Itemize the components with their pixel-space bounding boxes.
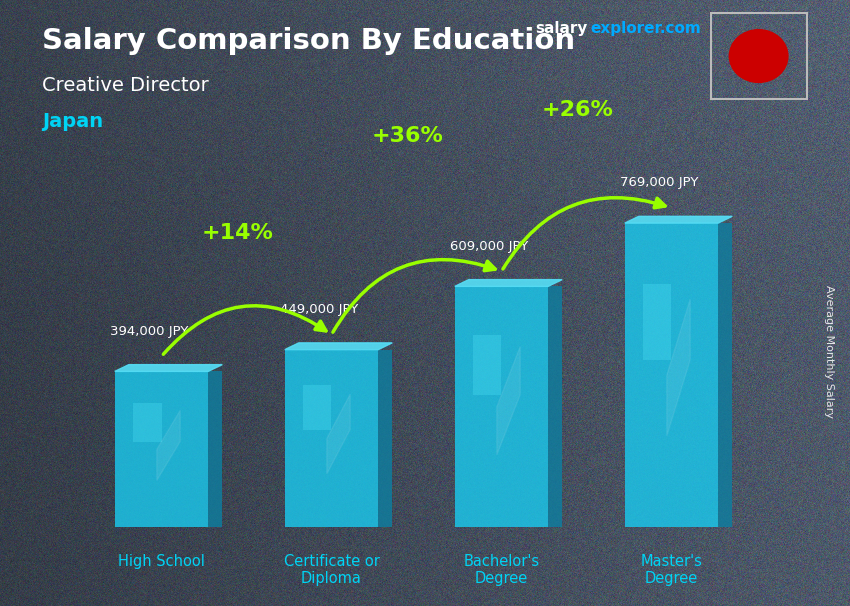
Polygon shape — [496, 347, 520, 455]
Text: Bachelor's
Degree: Bachelor's Degree — [463, 553, 540, 586]
Polygon shape — [455, 279, 562, 287]
Text: +14%: +14% — [202, 223, 274, 243]
Bar — [208, 371, 222, 527]
Text: Average Monthly Salary: Average Monthly Salary — [824, 285, 834, 418]
Circle shape — [729, 30, 788, 82]
Bar — [455, 287, 548, 527]
Polygon shape — [156, 410, 180, 481]
Text: 769,000 JPY: 769,000 JPY — [620, 176, 699, 189]
Text: High School: High School — [118, 553, 205, 568]
FancyArrowPatch shape — [163, 306, 326, 355]
Text: salary: salary — [536, 21, 588, 36]
Text: +26%: +26% — [542, 101, 614, 121]
Text: Creative Director: Creative Director — [42, 76, 209, 95]
Polygon shape — [625, 216, 732, 223]
Polygon shape — [115, 365, 222, 371]
Text: 449,000 JPY: 449,000 JPY — [280, 303, 359, 316]
Text: +36%: +36% — [372, 126, 444, 146]
Text: 609,000 JPY: 609,000 JPY — [450, 239, 529, 253]
Polygon shape — [285, 343, 392, 350]
Bar — [718, 223, 732, 527]
Bar — [548, 287, 562, 527]
Bar — [115, 371, 208, 527]
Bar — [303, 385, 332, 430]
Bar — [285, 350, 378, 527]
Text: 394,000 JPY: 394,000 JPY — [110, 325, 189, 338]
Text: Master's
Degree: Master's Degree — [641, 553, 702, 586]
Text: Certificate or
Diploma: Certificate or Diploma — [284, 553, 379, 586]
FancyArrowPatch shape — [503, 198, 666, 269]
FancyArrowPatch shape — [333, 259, 496, 332]
Bar — [625, 223, 718, 527]
Text: explorer.com: explorer.com — [591, 21, 701, 36]
Polygon shape — [666, 299, 690, 436]
Bar — [378, 350, 392, 527]
Text: Salary Comparison By Education: Salary Comparison By Education — [42, 27, 575, 55]
Bar — [133, 402, 162, 442]
Polygon shape — [326, 394, 350, 474]
Text: Japan: Japan — [42, 112, 104, 131]
Bar — [643, 284, 672, 360]
Bar — [473, 335, 502, 395]
